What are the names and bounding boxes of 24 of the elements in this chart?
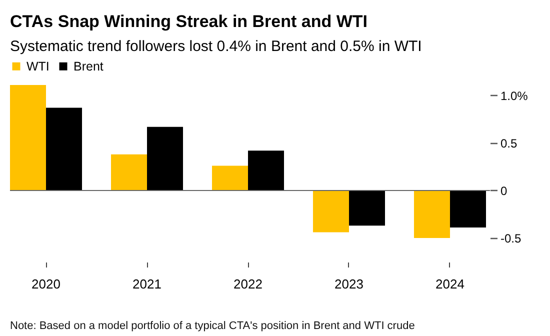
y-tick-label: 0.5 [500, 136, 518, 150]
bar [348, 190, 386, 226]
chart-title: CTAs Snap Winning Streak in Brent and WTI [10, 12, 368, 31]
x-tick-label: 2021 [132, 276, 162, 292]
x-tick-label: 2024 [436, 276, 464, 292]
x-tick-label: 2023 [334, 276, 364, 292]
y-tick-label: 1.0% [500, 88, 528, 103]
legend-label: WTI [26, 59, 50, 74]
y-tick-label: 0 [500, 184, 508, 198]
chart-subtitle: Systematic trend followers lost 0.4% in Brent and 0.5% in WTI [10, 38, 422, 55]
text: Note: Based on a model portfolio of a typical CTA's position in Brent and WTI crude [10, 320, 415, 333]
bar [212, 166, 248, 190]
bar [414, 190, 450, 238]
bar [10, 85, 46, 190]
x-tick-label: 2020 [32, 276, 60, 292]
bar [110, 154, 148, 190]
bar [46, 108, 82, 190]
bar [312, 190, 349, 232]
bar [248, 150, 284, 190]
legend-label: Brent [74, 59, 104, 74]
y-tick-label: -0.5 [500, 232, 522, 246]
bar [147, 126, 184, 190]
x-tick-label: 2022 [234, 276, 262, 292]
bar [450, 190, 486, 228]
